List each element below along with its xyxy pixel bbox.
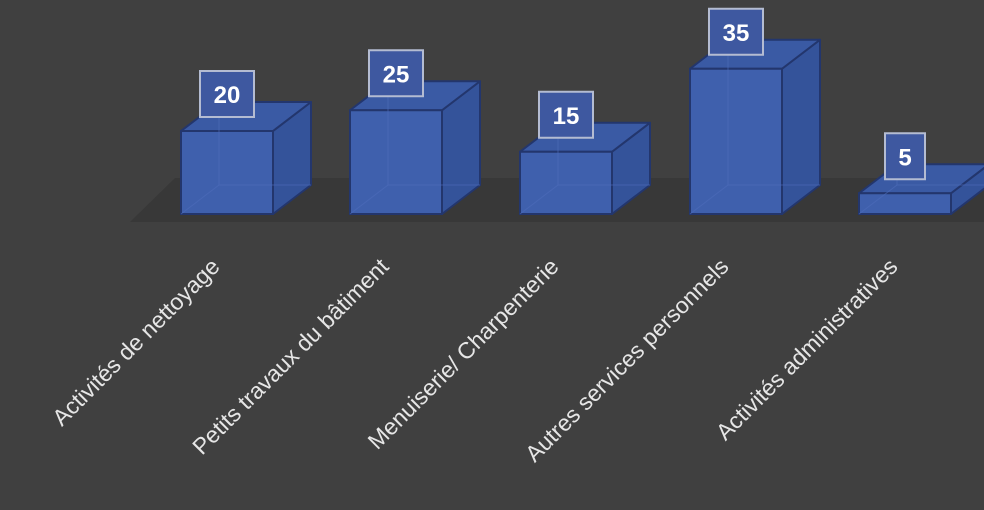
data-label-text: 15 (553, 103, 580, 130)
data-label-box (538, 90, 594, 139)
data-label-box (884, 132, 926, 181)
bar-back-edge (689, 184, 729, 215)
data-label: 5 (884, 132, 926, 181)
data-label-text: 20 (214, 82, 241, 109)
bar-back-edge (349, 184, 389, 215)
bar-back-edge (180, 184, 220, 215)
bar-front (858, 192, 952, 215)
category-label: Activités de nettoyage (47, 253, 225, 431)
bar-front (689, 67, 783, 215)
bar-back-edge (858, 184, 898, 215)
category-label: Menuiserie/ Charpenterie (363, 253, 564, 454)
bar-front (349, 109, 443, 215)
bar (180, 101, 312, 215)
bar (689, 38, 821, 215)
bar-side (781, 38, 821, 215)
data-label: 20 (199, 70, 255, 118)
data-label-text: 25 (383, 61, 410, 88)
bar-front (519, 150, 613, 215)
bar-back-edge (519, 184, 559, 215)
data-label: 25 (368, 49, 424, 98)
category-label: Autres services personnels (520, 253, 734, 467)
category-label: Activités administratives (711, 253, 903, 445)
data-label-box (368, 49, 424, 98)
data-label: 35 (708, 7, 764, 56)
bar (349, 80, 481, 215)
data-label-text: 35 (723, 20, 750, 47)
data-labels-layer: 20 25 15 35 5 (199, 7, 926, 181)
data-label-text: 5 (898, 144, 911, 171)
bar (519, 121, 651, 215)
data-label-box (708, 7, 764, 56)
category-label: Petits travaux du bâtiment (187, 253, 394, 460)
data-label-box (199, 70, 255, 118)
data-label: 15 (538, 90, 594, 139)
bar-front (180, 130, 274, 215)
